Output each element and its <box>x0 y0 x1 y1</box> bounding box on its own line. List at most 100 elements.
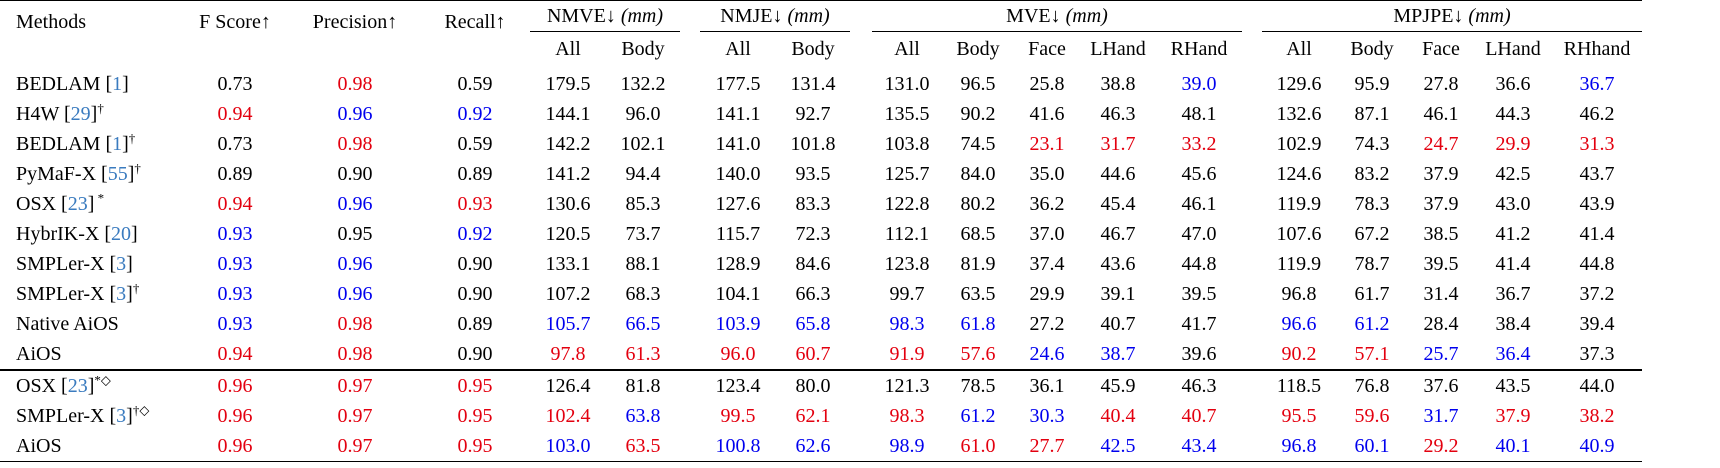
table-row: H4W [29]† 0.94 0.96 0.92 144.1 96.0 141.1 92.7 1… <box>0 99 1642 129</box>
value-cell: 40.7 <box>1181 405 1217 427</box>
spacer <box>680 279 700 309</box>
value-cell: 85.3 <box>625 193 661 215</box>
spacer <box>850 159 872 189</box>
value-cell: 0.93 <box>457 193 493 215</box>
value-cell: 0.94 <box>217 193 253 215</box>
value-cell: 39.1 <box>1100 283 1136 305</box>
value-cell: 0.96 <box>337 283 373 305</box>
method-name: HybrIK-X [20] <box>16 223 138 245</box>
value-cell: 61.3 <box>625 343 661 365</box>
value-cell: 0.96 <box>337 253 373 275</box>
value-cell: 123.4 <box>700 369 776 401</box>
citation-link[interactable]: 1 <box>112 133 123 155</box>
group-name: NMJE↓ <box>720 5 783 27</box>
subheader-body: Body <box>1350 37 1394 60</box>
value-cell: 88.1 <box>625 253 661 275</box>
spacer <box>850 401 872 431</box>
value-cell: 43.7 <box>1579 163 1615 185</box>
citation-link[interactable]: 23 <box>67 193 88 215</box>
value-cell: 72.3 <box>795 223 831 245</box>
value-cell: 103.8 <box>884 133 930 155</box>
value-cell: 43.5 <box>1474 369 1552 401</box>
value-cell: 90.2 <box>960 103 996 125</box>
value-cell: 44.3 <box>1495 103 1531 125</box>
value-cell: 129.6 <box>1276 73 1322 95</box>
value-cell: 0.93 <box>217 223 253 245</box>
value-cell: 37.9 <box>1423 193 1459 215</box>
citation-link[interactable]: 20 <box>110 223 131 245</box>
value-cell: 31.3 <box>1579 133 1615 155</box>
value-cell: 38.8 <box>1100 73 1136 95</box>
method-label: AiOS <box>16 435 62 457</box>
value-cell: 0.93 <box>217 253 253 275</box>
citation-link[interactable]: 3 <box>116 283 127 305</box>
value-cell: 25.8 <box>1029 73 1065 95</box>
value-cell: 42.5 <box>1080 431 1156 462</box>
value-cell: 39.6 <box>1181 343 1217 365</box>
value-cell: 41.2 <box>1495 223 1531 245</box>
table-row: PyMaF-X [55]† 0.89 0.90 0.89 141.2 94.4 140.0 9… <box>0 159 1642 189</box>
value-cell: 43.4 <box>1156 431 1242 462</box>
value-cell: 107.6 <box>1276 223 1322 245</box>
value-cell: 57.6 <box>960 343 996 365</box>
value-cell: 0.92 <box>457 223 493 245</box>
spacer <box>1242 401 1262 431</box>
value-cell: 31.4 <box>1423 283 1459 305</box>
citation-link[interactable]: 3 <box>116 405 127 427</box>
value-cell: 43.9 <box>1579 193 1615 215</box>
value-cell: 46.3 <box>1156 369 1242 401</box>
citation-link[interactable]: 29 <box>70 103 91 125</box>
value-cell: 177.5 <box>715 73 761 95</box>
method-label: BEDLAM <box>16 73 106 95</box>
value-cell: 96.0 <box>720 343 756 365</box>
value-cell: 46.2 <box>1579 103 1615 125</box>
subheader-lhand: LHand <box>1485 37 1541 60</box>
spacer <box>1242 65 1262 99</box>
subheader-all: All <box>1286 37 1312 60</box>
value-cell: 126.4 <box>530 369 606 401</box>
value-cell: 38.4 <box>1495 313 1531 335</box>
value-cell: 40.1 <box>1474 431 1552 462</box>
value-cell: 0.96 <box>337 103 373 125</box>
spacer <box>1242 159 1262 189</box>
value-cell: 68.3 <box>625 283 661 305</box>
value-cell: 0.90 <box>457 253 493 275</box>
value-cell: 31.7 <box>1100 133 1136 155</box>
value-cell: 0.94 <box>217 343 253 365</box>
spacer <box>680 339 700 370</box>
value-cell: 45.9 <box>1080 369 1156 401</box>
group-name: MVE↓ <box>1006 5 1061 27</box>
citation-link[interactable]: 55 <box>107 163 128 185</box>
citation-link[interactable]: 3 <box>116 253 127 275</box>
value-cell: 95.5 <box>1281 405 1317 427</box>
method-mark: † <box>97 100 104 116</box>
value-cell: 66.5 <box>625 313 661 335</box>
value-cell: 25.7 <box>1423 343 1459 365</box>
value-cell: 37.0 <box>1029 223 1065 245</box>
value-cell: 38.5 <box>1423 223 1459 245</box>
subheader-rhand: RHand <box>1170 37 1228 60</box>
subheader-lhand: LHand <box>1090 37 1146 60</box>
value-cell: 112.1 <box>884 223 930 245</box>
subheader-face: Face <box>1028 37 1066 60</box>
citation-link[interactable]: 23 <box>67 375 88 397</box>
value-cell: 132.6 <box>1276 103 1322 125</box>
table-row: BEDLAM [1] 0.73 0.98 0.59 179.5 132.2 177.5 131… <box>0 65 1642 99</box>
method-name: AiOS <box>0 339 180 370</box>
header-methods: Methods <box>16 11 86 33</box>
method-label: PyMaF-X <box>16 163 102 185</box>
value-cell: 28.4 <box>1423 313 1459 335</box>
value-cell: 135.5 <box>884 103 930 125</box>
value-cell: 29.2 <box>1408 431 1474 462</box>
citation-link[interactable]: 1 <box>112 73 123 95</box>
value-cell: 104.1 <box>715 283 761 305</box>
spacer <box>850 129 872 159</box>
header-group-mpjpe: MPJPE↓ (mm) <box>1262 0 1642 32</box>
value-cell: 46.1 <box>1423 103 1459 125</box>
value-cell: 0.95 <box>420 369 530 401</box>
spacer <box>850 32 872 66</box>
value-cell: 124.6 <box>1276 163 1322 185</box>
method-mark: *◇ <box>94 372 111 388</box>
spacer <box>680 32 700 66</box>
